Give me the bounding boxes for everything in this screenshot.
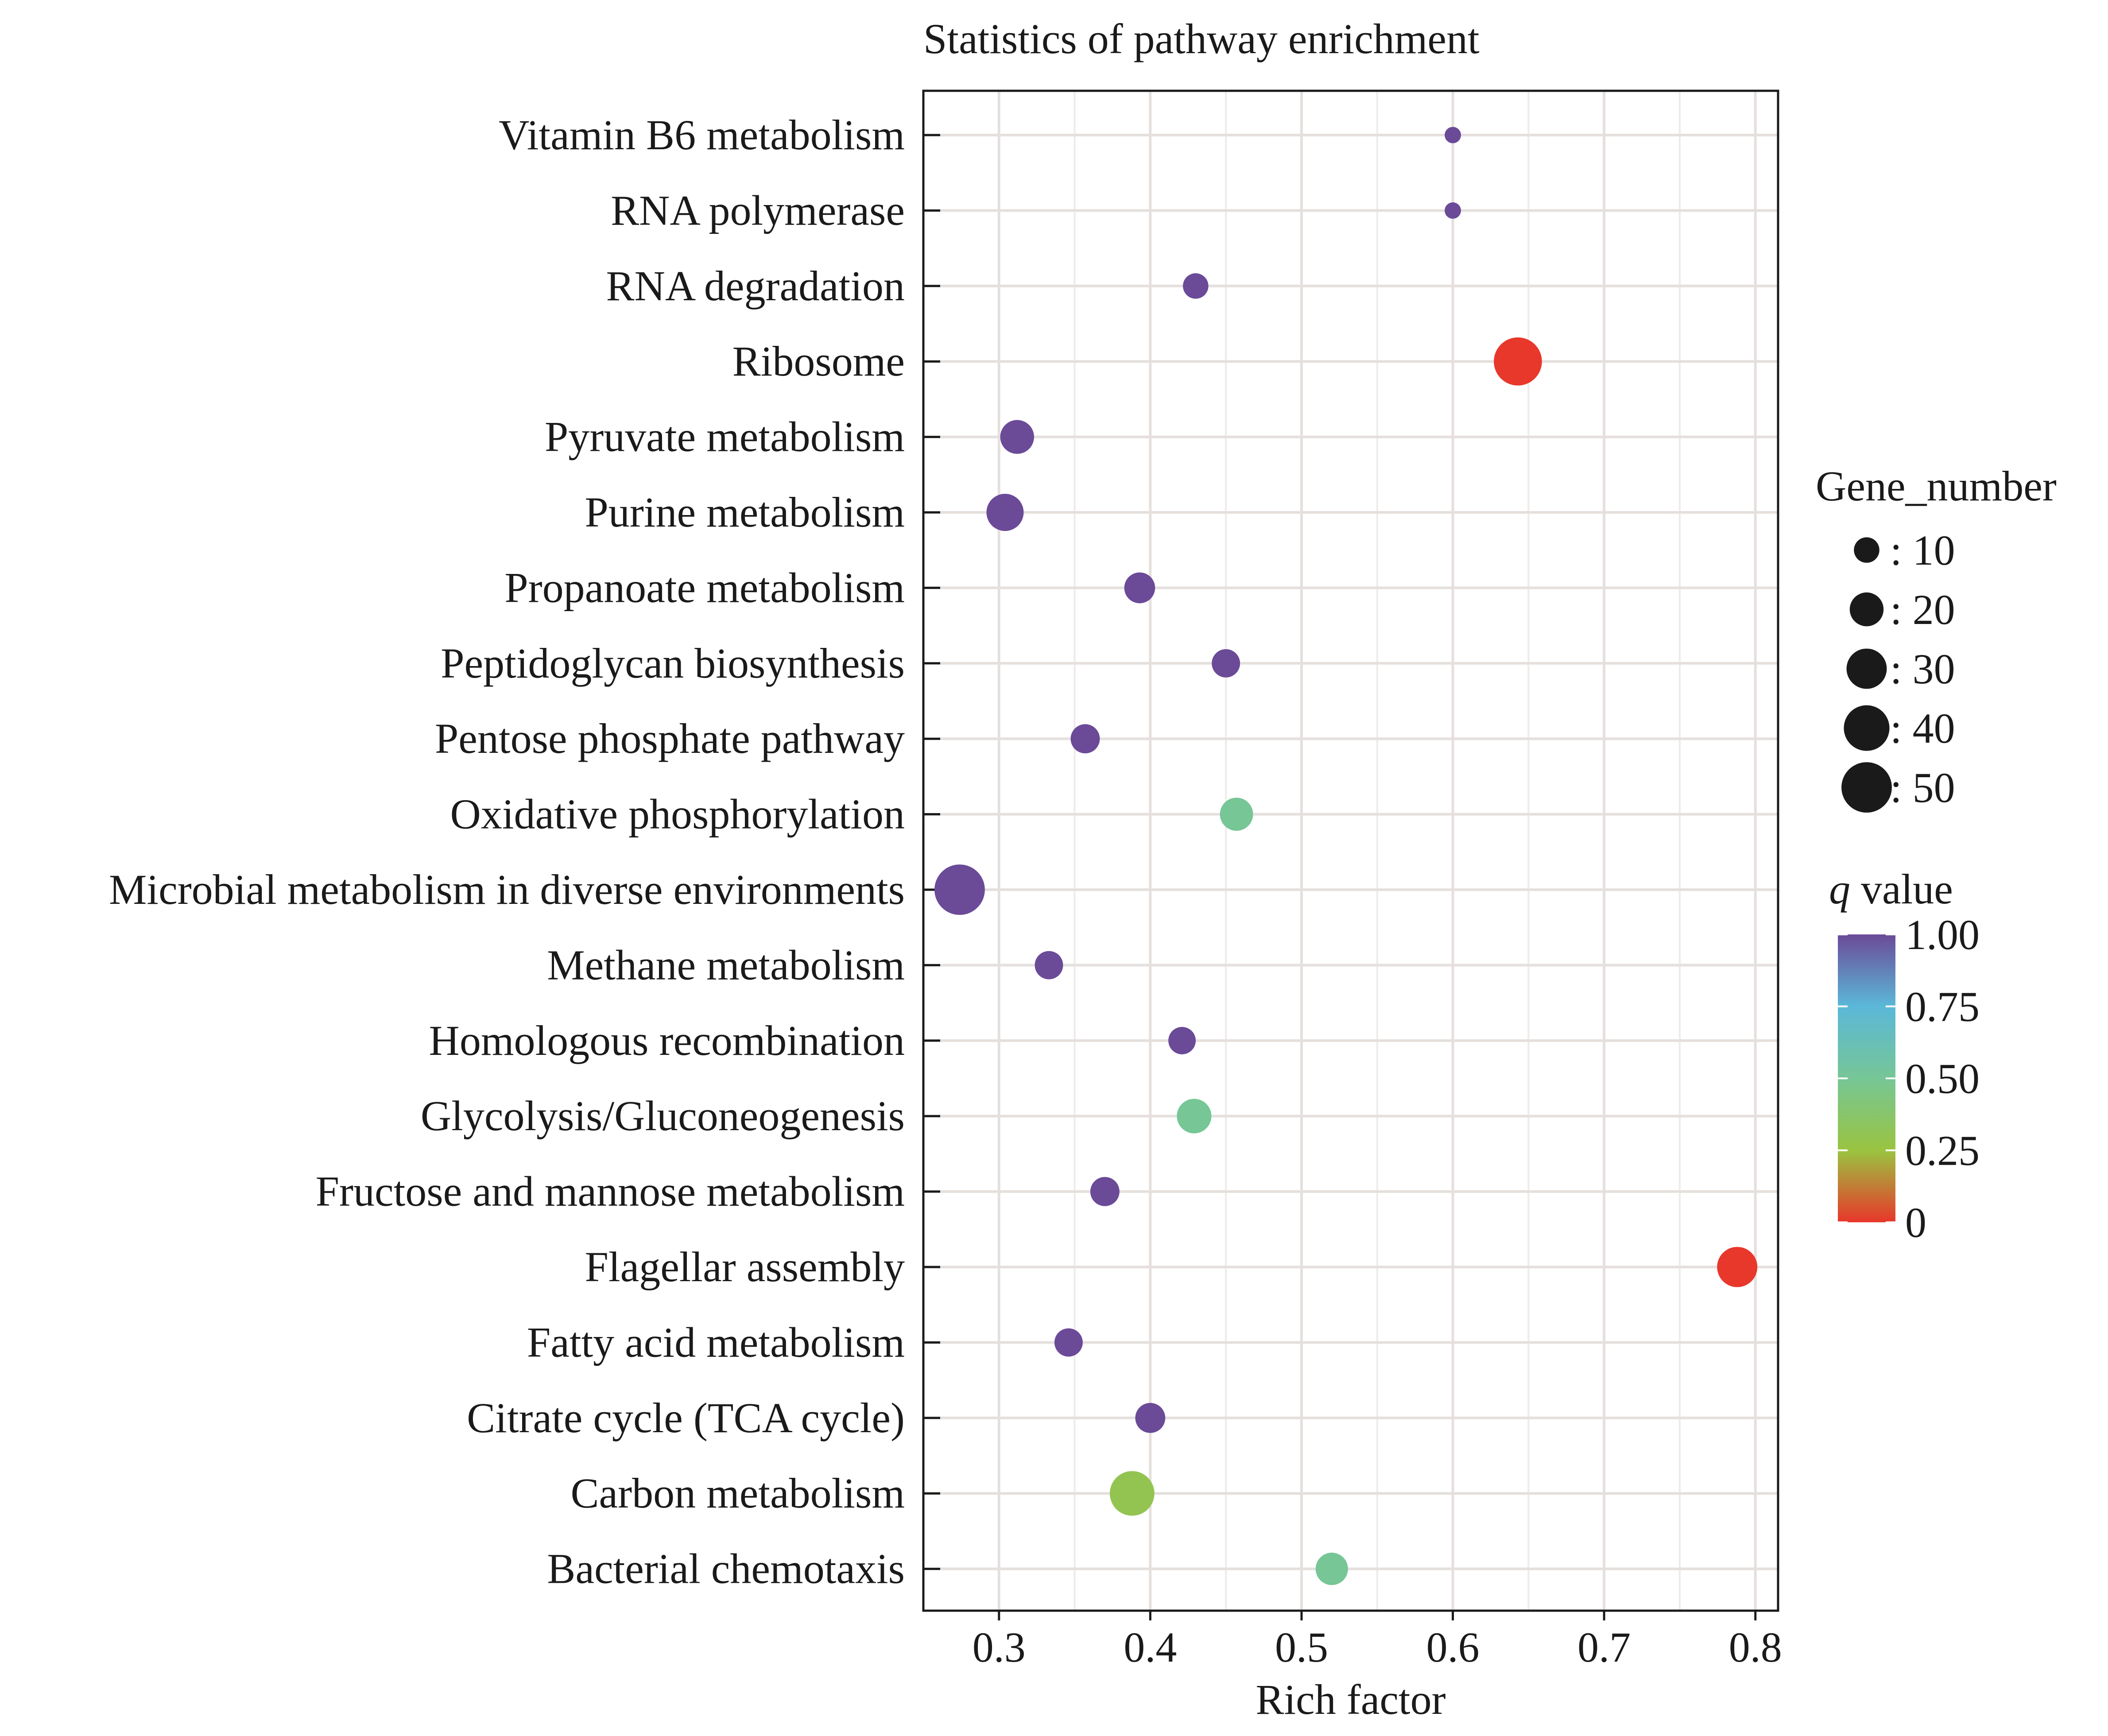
data-point: [1494, 337, 1542, 386]
colorbar-tick-label: 0.50: [1905, 1055, 1980, 1102]
data-points: [934, 127, 1758, 1585]
data-point: [1717, 1247, 1758, 1287]
y-tick-label: Glycolysis/Gluconeogenesis: [421, 1092, 905, 1139]
y-axis: Vitamin B6 metabolism RNA polymerase RNA d…: [109, 111, 940, 1593]
x-tick-label: 0.3: [973, 1624, 1026, 1671]
x-axis-label: Rich factor: [1256, 1676, 1445, 1723]
y-tick-label: Vitamin B6 metabolism: [499, 111, 905, 159]
q-value-legend: q value 1.00 0.75 0.50 0.25 0: [1829, 865, 1980, 1246]
grid: [923, 91, 1778, 1611]
data-point: [1212, 649, 1240, 678]
x-tick-label: 0.7: [1577, 1624, 1631, 1671]
data-point: [1445, 127, 1461, 143]
data-point: [1110, 1471, 1155, 1516]
gene-number-legend: Gene_number : 10 : 20 : 30 : 40 : 50: [1816, 462, 2057, 813]
y-tick-label: Flagellar assembly: [585, 1243, 905, 1290]
color-legend-title: q value: [1829, 865, 1953, 913]
size-legend-label: : 50: [1890, 764, 1955, 811]
x-tick-label: 0.5: [1275, 1624, 1328, 1671]
data-point: [1183, 273, 1209, 299]
data-point: [1090, 1177, 1120, 1206]
size-legend-label: : 10: [1890, 527, 1955, 574]
size-legend-circle: [1844, 705, 1890, 751]
data-point: [1168, 1027, 1196, 1054]
size-legend-circle: [1849, 592, 1884, 627]
x-tick-label: 0.8: [1729, 1624, 1782, 1671]
data-point: [986, 494, 1024, 531]
plot-frame: [922, 89, 1779, 1612]
colorbar-tick-label: 0: [1905, 1199, 1926, 1246]
size-legend-label: : 30: [1890, 645, 1955, 693]
y-tick-label: Carbon metabolism: [570, 1469, 905, 1517]
size-legend-circle: [1841, 762, 1892, 813]
data-point: [1177, 1099, 1212, 1134]
colorbar-tick-label: 1.00: [1905, 911, 1980, 958]
data-point: [1000, 420, 1034, 454]
y-tick-label: RNA degradation: [606, 262, 905, 310]
y-tick-label: Homologous recombination: [429, 1017, 905, 1064]
data-point: [1135, 1403, 1166, 1433]
y-tick-label: Oxidative phosphorylation: [450, 790, 905, 838]
y-tick-label: Fructose and mannose metabolism: [316, 1168, 905, 1215]
color-legend-title-rest: value: [1850, 865, 1953, 913]
data-point: [1445, 202, 1461, 219]
size-legend-label: : 40: [1890, 705, 1955, 752]
y-tick-label: Bacterial chemotaxis: [547, 1545, 905, 1593]
y-tick-label: Methane metabolism: [547, 941, 905, 988]
y-tick-label: RNA polymerase: [611, 186, 905, 234]
colorbar-tick-label: 0.75: [1905, 983, 1980, 1031]
data-point: [1220, 798, 1253, 831]
x-tick-label: 0.6: [1426, 1624, 1480, 1671]
size-legend-circle: [1854, 537, 1879, 563]
y-tick-label: Pentose phosphate pathway: [435, 715, 905, 762]
data-point: [1315, 1553, 1348, 1585]
data-point: [1124, 572, 1155, 604]
size-legend-title: Gene_number: [1816, 462, 2057, 510]
data-point: [1035, 951, 1063, 980]
y-tick-label: Ribosome: [732, 337, 905, 385]
y-tick-label: Fatty acid metabolism: [527, 1318, 905, 1366]
x-axis: 0.3 0.4 0.5 0.6 0.7 0.8: [973, 1611, 1782, 1671]
y-tick-label: Citrate cycle (TCA cycle): [467, 1394, 905, 1442]
colorbar-tick-label: 0.25: [1905, 1127, 1980, 1174]
chart-title: Statistics of pathway enrichment: [923, 15, 1480, 62]
data-point: [1070, 724, 1100, 754]
data-point: [934, 864, 985, 915]
size-legend-label: : 20: [1890, 586, 1955, 633]
size-legend-circle: [1846, 648, 1887, 689]
y-tick-label: Peptidoglycan biosynthesis: [441, 639, 905, 687]
y-tick-label: Microbial metabolism in diverse environm…: [109, 866, 905, 913]
x-tick-label: 0.4: [1124, 1624, 1177, 1671]
y-tick-label: Propanoate metabolism: [504, 564, 905, 611]
data-point: [1054, 1328, 1083, 1357]
y-tick-label: Pyruvate metabolism: [545, 413, 905, 461]
color-legend-title-q: q: [1829, 865, 1850, 913]
y-tick-label: Purine metabolism: [585, 488, 905, 536]
